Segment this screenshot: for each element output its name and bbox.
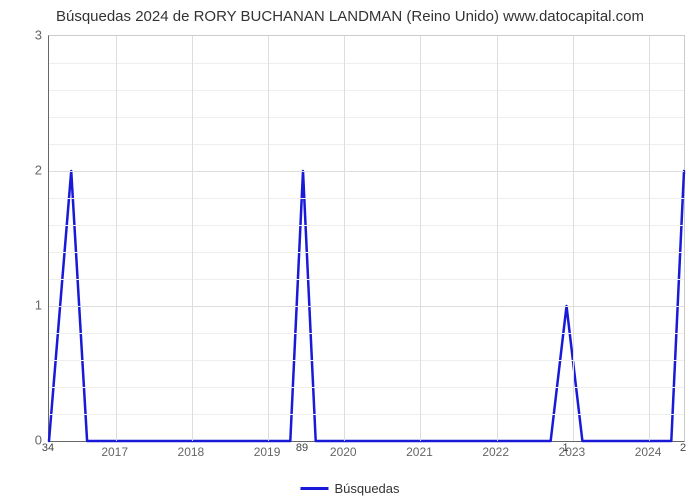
- grid-v: [573, 36, 574, 441]
- grid-h-minor: [49, 252, 684, 253]
- data-point-label: 2: [680, 442, 686, 454]
- grid-h-minor: [49, 360, 684, 361]
- grid-h-major: [49, 171, 684, 172]
- grid-h-minor: [49, 144, 684, 145]
- grid-h-minor: [49, 117, 684, 118]
- grid-h-minor: [49, 225, 684, 226]
- grid-v: [116, 36, 117, 441]
- x-tick-label: 2024: [635, 445, 662, 459]
- x-tick-label: 2017: [101, 445, 128, 459]
- legend-label: Búsquedas: [334, 481, 399, 496]
- data-point-label: 1: [562, 442, 568, 454]
- grid-h-minor: [49, 90, 684, 91]
- grid-v: [192, 36, 193, 441]
- grid-h-minor: [49, 414, 684, 415]
- y-tick-label: 3: [35, 28, 42, 43]
- grid-v: [268, 36, 269, 441]
- grid-h-minor: [49, 333, 684, 334]
- chart-title: Búsquedas 2024 de RORY BUCHANAN LANDMAN …: [0, 0, 700, 25]
- grid-h-minor: [49, 198, 684, 199]
- grid-v: [649, 36, 650, 441]
- grid-h-minor: [49, 279, 684, 280]
- x-tick-label: 2020: [330, 445, 357, 459]
- grid-h-major: [49, 306, 684, 307]
- y-tick-label: 2: [35, 163, 42, 178]
- data-point-label: 34: [42, 442, 54, 454]
- grid-v: [344, 36, 345, 441]
- grid-v: [420, 36, 421, 441]
- plot-area: [48, 35, 685, 442]
- data-point-label: 89: [296, 442, 308, 454]
- x-tick-label: 2021: [406, 445, 433, 459]
- legend: Búsquedas: [300, 481, 399, 496]
- chart-container: Búsquedas 2024 de RORY BUCHANAN LANDMAN …: [0, 0, 700, 500]
- x-tick-label: 2018: [178, 445, 205, 459]
- grid-v: [497, 36, 498, 441]
- y-tick-label: 1: [35, 298, 42, 313]
- x-tick-label: 2019: [254, 445, 281, 459]
- grid-h-minor: [49, 387, 684, 388]
- line-series: [49, 36, 684, 441]
- x-tick-label: 2022: [482, 445, 509, 459]
- grid-h-minor: [49, 63, 684, 64]
- legend-swatch: [300, 487, 328, 490]
